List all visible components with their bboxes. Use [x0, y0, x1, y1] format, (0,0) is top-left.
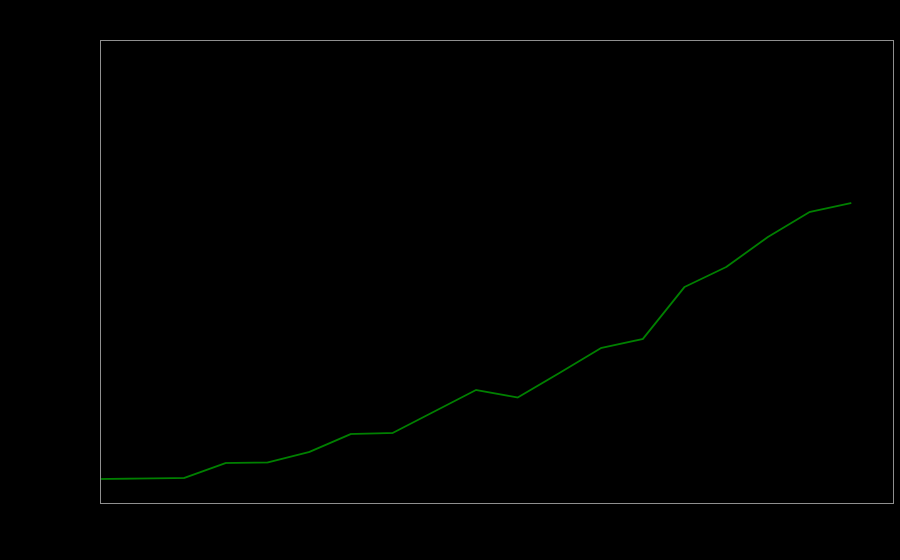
plot-frame — [100, 40, 894, 504]
data-line — [100, 202, 852, 480]
